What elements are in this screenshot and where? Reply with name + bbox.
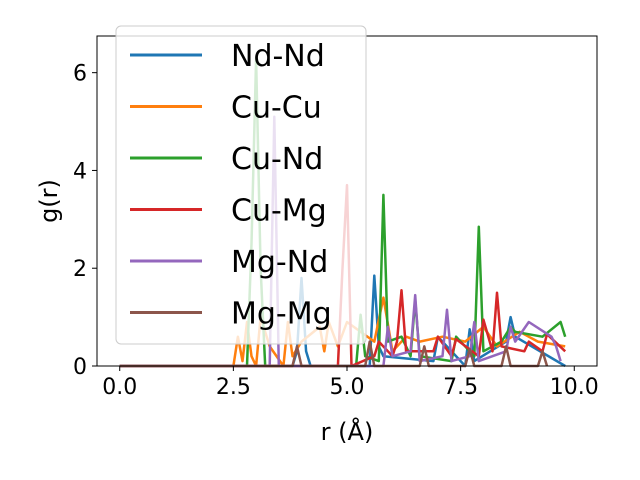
x-tick-label: 10.0 bbox=[550, 375, 599, 400]
y-axis-label: g(r) bbox=[35, 179, 63, 223]
x-axis-label: r (Å) bbox=[321, 417, 374, 446]
legend-label: Cu-Nd bbox=[231, 142, 323, 177]
y-tick-label: 6 bbox=[73, 62, 87, 87]
legend-label: Cu-Cu bbox=[231, 91, 322, 126]
x-axis: 0.0 2.5 5.0 7.5 10.0 bbox=[102, 366, 599, 400]
x-tick-label: 2.5 bbox=[216, 375, 251, 400]
legend-label: Mg-Nd bbox=[231, 245, 328, 280]
y-axis: 0 2 4 6 bbox=[73, 62, 97, 380]
legend-label: Nd-Nd bbox=[231, 39, 325, 74]
x-tick-label: 5.0 bbox=[330, 375, 365, 400]
y-tick-label: 0 bbox=[73, 355, 87, 380]
legend-label: Mg-Mg bbox=[231, 297, 332, 332]
y-tick-label: 4 bbox=[73, 159, 87, 184]
x-tick-label: 7.5 bbox=[443, 375, 478, 400]
legend: Nd-Nd Cu-Cu Cu-Nd Cu-Mg Mg-Nd Mg-Mg bbox=[115, 25, 367, 345]
y-tick-label: 2 bbox=[73, 257, 87, 282]
legend-label: Cu-Mg bbox=[231, 194, 327, 229]
x-tick-label: 0.0 bbox=[102, 375, 137, 400]
